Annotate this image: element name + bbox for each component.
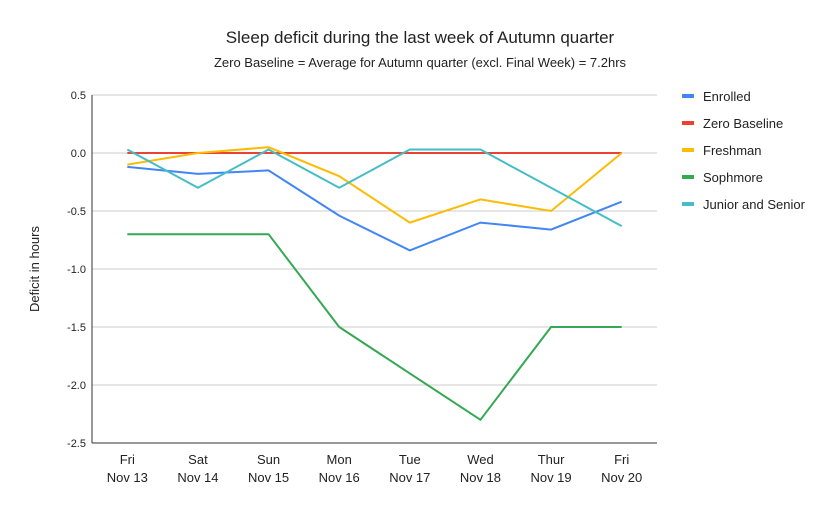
legend-label: Freshman <box>703 143 762 158</box>
x-tick-label: Sat <box>188 452 208 467</box>
legend-label: Enrolled <box>703 89 751 104</box>
legend-label: Sophmore <box>703 170 763 185</box>
legend-swatch <box>682 148 694 152</box>
x-tick-label: Tue <box>399 452 421 467</box>
x-tick-label: Nov 20 <box>601 470 642 485</box>
y-tick-label: -1.5 <box>67 322 86 334</box>
legend-swatch <box>682 94 694 98</box>
chart-subtitle: Zero Baseline = Average for Autumn quart… <box>214 55 627 70</box>
x-tick-label: Nov 17 <box>389 470 430 485</box>
chart-title: Sleep deficit during the last week of Au… <box>226 28 615 47</box>
legend-label: Junior and Senior <box>703 197 806 212</box>
legend-swatch <box>682 121 694 125</box>
y-tick-label: 0.5 <box>71 90 86 102</box>
x-tick-label: Nov 14 <box>177 470 218 485</box>
x-tick-label: Nov 19 <box>530 470 571 485</box>
series-line-freshman <box>127 146 623 224</box>
y-tick-label: -2.0 <box>67 380 86 392</box>
x-tick-label: Fri <box>120 452 135 467</box>
series-line-junior-and-senior <box>126 148 623 227</box>
y-axis-label: Deficit in hours <box>27 226 42 312</box>
x-tick-label: Nov 13 <box>107 470 148 485</box>
x-tick-label: Nov 18 <box>460 470 501 485</box>
x-tick-label: Nov 15 <box>248 470 289 485</box>
y-tick-label: 0.0 <box>71 148 86 160</box>
legend-label: Zero Baseline <box>703 116 783 131</box>
x-tick-label: Sun <box>257 452 280 467</box>
x-tick-label: Thur <box>538 452 565 467</box>
legend-swatch <box>682 202 694 206</box>
y-tick-label: -1.0 <box>67 264 86 276</box>
series-line-sophmore <box>127 233 622 422</box>
x-tick-label: Wed <box>467 452 494 467</box>
x-tick-label: Nov 16 <box>319 470 360 485</box>
y-tick-label: -0.5 <box>67 206 86 218</box>
series-line-enrolled <box>127 165 623 252</box>
y-tick-label: -2.5 <box>67 438 86 450</box>
x-tick-label: Fri <box>614 452 629 467</box>
x-tick-label: Mon <box>327 452 352 467</box>
legend-swatch <box>682 175 694 179</box>
